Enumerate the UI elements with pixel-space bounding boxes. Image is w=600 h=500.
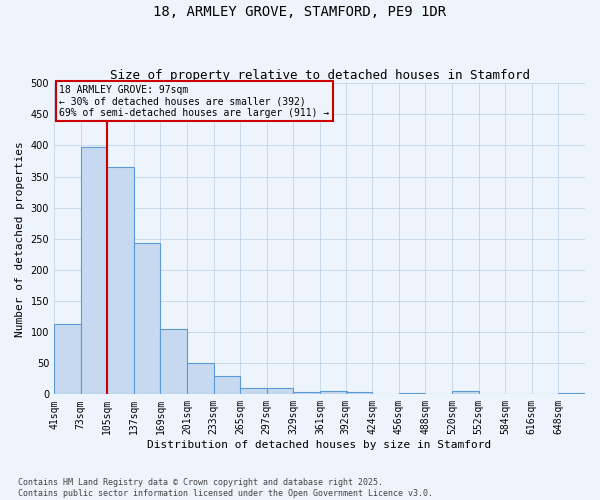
Bar — [452, 391, 479, 394]
Text: 18, ARMLEY GROVE, STAMFORD, PE9 1DR: 18, ARMLEY GROVE, STAMFORD, PE9 1DR — [154, 5, 446, 19]
Bar — [559, 393, 585, 394]
X-axis label: Distribution of detached houses by size in Stamford: Distribution of detached houses by size … — [148, 440, 491, 450]
Title: Size of property relative to detached houses in Stamford: Size of property relative to detached ho… — [110, 69, 530, 82]
Bar — [107, 167, 134, 394]
Bar — [320, 390, 347, 394]
Bar — [267, 388, 293, 394]
Bar — [187, 363, 214, 394]
Text: Contains HM Land Registry data © Crown copyright and database right 2025.
Contai: Contains HM Land Registry data © Crown c… — [18, 478, 433, 498]
Bar — [240, 388, 267, 394]
Bar — [80, 148, 107, 394]
Bar — [214, 376, 240, 394]
Bar — [134, 243, 160, 394]
Bar — [54, 324, 80, 394]
Y-axis label: Number of detached properties: Number of detached properties — [15, 141, 25, 336]
Bar — [346, 392, 372, 394]
Bar — [293, 392, 320, 394]
Bar — [399, 393, 425, 394]
Text: 18 ARMLEY GROVE: 97sqm
← 30% of detached houses are smaller (392)
69% of semi-de: 18 ARMLEY GROVE: 97sqm ← 30% of detached… — [59, 84, 329, 118]
Bar — [160, 329, 187, 394]
